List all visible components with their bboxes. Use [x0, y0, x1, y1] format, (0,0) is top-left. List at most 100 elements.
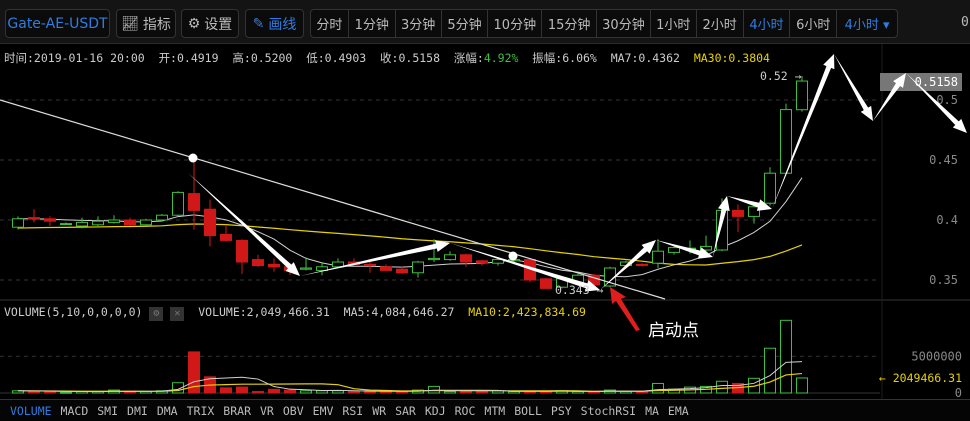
period-9[interactable]: 4小时: [744, 10, 791, 37]
period-5[interactable]: 15分钟: [542, 10, 598, 37]
volume-bar: [332, 390, 344, 394]
indicator-button[interactable]: 📈︎ 指标: [116, 9, 176, 38]
candle: [396, 268, 408, 274]
edge-text: 0: [961, 15, 969, 30]
tab-dmi[interactable]: DMI: [127, 403, 148, 418]
arrow-drawing: [906, 73, 967, 133]
arrow-drawing: [727, 196, 772, 211]
candle: [252, 259, 264, 267]
volume-bar: [428, 385, 440, 394]
candle: [412, 261, 424, 274]
symbol-label: Gate-AE-USDT: [7, 15, 108, 32]
volume-value: VOLUME:2,049,466.31: [198, 305, 330, 319]
volume-bar: [444, 391, 456, 394]
tab-smi[interactable]: SMI: [97, 403, 119, 418]
period-10[interactable]: 6小时: [790, 10, 838, 37]
volume-bar: [252, 391, 264, 394]
candle: [60, 223, 72, 226]
tab-ema[interactable]: EMA: [667, 403, 689, 418]
period-11[interactable]: 4小时 ▾: [844, 18, 890, 33]
tab-trix[interactable]: TRIX: [186, 403, 215, 418]
tab-ma[interactable]: MA: [645, 403, 659, 418]
candle: [364, 263, 376, 267]
tab-emv[interactable]: EMV: [312, 403, 334, 418]
tab-vr[interactable]: VR: [260, 403, 274, 418]
symbol-button[interactable]: Gate-AE-USDT: [5, 9, 110, 38]
indicator-label: 指标: [142, 16, 171, 33]
tab-dma[interactable]: DMA: [156, 403, 178, 418]
tab-obv[interactable]: OBV: [282, 403, 304, 418]
draw-label: 画线: [268, 16, 297, 33]
volume-bar: [44, 391, 56, 394]
ma7-line: [18, 177, 803, 278]
high-marker: 0.52 →: [760, 69, 802, 83]
tab-mtm[interactable]: MTM: [484, 403, 506, 418]
period-0[interactable]: 分时: [311, 10, 349, 37]
tab-kdj[interactable]: KDJ: [424, 403, 446, 418]
arrow-drawing: [873, 73, 906, 121]
tab-rsi[interactable]: RSI: [342, 403, 364, 418]
draw-button[interactable]: ✎ 画线: [245, 9, 304, 38]
volume-tick-label: 0: [955, 386, 962, 400]
candle: [188, 193, 200, 211]
volume-bar: [348, 391, 360, 394]
candle: [108, 219, 120, 223]
info-time: 时间:2019-01-16 20:00: [4, 51, 145, 65]
tab-roc[interactable]: ROC: [454, 403, 476, 418]
volume-bar: [284, 389, 296, 394]
candle: [268, 263, 280, 268]
gear-icon[interactable]: ⚙: [149, 307, 164, 321]
candle: [12, 218, 24, 228]
tab-sar[interactable]: SAR: [395, 403, 416, 418]
ma30-line: [17, 223, 803, 266]
period-3[interactable]: 5分钟: [442, 10, 489, 37]
period-7[interactable]: 1小时: [651, 10, 697, 37]
arrow-drawing: [188, 173, 300, 276]
info-ma30: MA30:0.3804: [693, 51, 770, 65]
settings-button[interactable]: ⚙ 设置: [181, 9, 239, 38]
tab-brar[interactable]: BRAR: [223, 403, 251, 418]
period-6[interactable]: 30分钟: [597, 10, 651, 37]
tab-stochrsi[interactable]: StochRSI: [580, 403, 637, 418]
last-price-label: 0.5158: [915, 75, 958, 89]
volume-bar: [316, 390, 328, 394]
red-arrow-icon: [610, 287, 640, 331]
tab-macd[interactable]: MACD: [60, 403, 89, 418]
tab-psy[interactable]: PSY: [550, 403, 572, 418]
candle: [764, 172, 776, 204]
arrow-drawing: [450, 243, 600, 292]
volume-bar: [364, 391, 376, 394]
candle: [428, 257, 440, 261]
last-volume-label: ← 2049466.31: [879, 371, 962, 385]
tab-boll[interactable]: BOLL: [514, 403, 542, 418]
period-1[interactable]: 1分钟: [349, 10, 396, 37]
period-selector: 分时 1分钟 3分钟 5分钟 10分钟 15分钟 30分钟 1小时 2小时 4小时 6小时 4小时 ▾: [310, 9, 898, 38]
period-8[interactable]: 2小时: [697, 10, 744, 37]
info-open: 开:0.4919: [158, 51, 219, 65]
info-close: 收:0.5158: [380, 51, 441, 65]
low-marker: 0.343 →: [555, 283, 604, 297]
arrow-drawing: [600, 240, 656, 290]
volume-ma5-line: [17, 361, 803, 393]
period-2[interactable]: 3分钟: [396, 10, 442, 37]
close-icon[interactable]: ✕: [170, 307, 185, 321]
pencil-icon: ✎: [252, 15, 265, 32]
volume-bar: [652, 382, 664, 394]
volume-bar: [716, 380, 728, 394]
tab-volume[interactable]: VOLUME: [10, 403, 52, 418]
volume-bar: [236, 386, 248, 394]
volume-bar: [764, 347, 776, 394]
candle: [748, 206, 760, 217]
candle: [124, 219, 136, 226]
volume-bar: [60, 391, 72, 394]
candle: [300, 267, 312, 270]
volume-tick-label: 5000000: [911, 349, 962, 363]
volume-bar: [28, 391, 40, 394]
tab-wr[interactable]: WR: [372, 403, 387, 418]
candle: [636, 263, 648, 266]
candle: [796, 80, 808, 111]
arrow-drawing: [834, 54, 873, 121]
gear-icon: ⚙: [187, 15, 201, 32]
period-4[interactable]: 10分钟: [488, 10, 543, 37]
